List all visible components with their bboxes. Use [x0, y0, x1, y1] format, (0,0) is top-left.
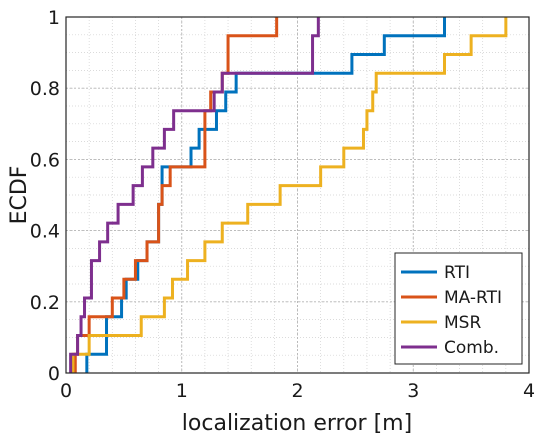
legend-label: Comb.: [444, 338, 499, 358]
y-tick-labels: 0 0.2 0.4 0.6 0.8 1: [30, 7, 60, 385]
y-tick-label: 1: [48, 7, 60, 29]
plot-frame: [65, 16, 530, 374]
legend-label: MA-RTI: [444, 288, 502, 308]
legend: RTI MA-RTI MSR Comb.: [394, 252, 523, 365]
x-tick-labels: 0 1 2 3 4: [60, 380, 535, 402]
x-axis-label: localization error [m]: [182, 411, 412, 436]
y-axis-label: ECDF: [7, 166, 32, 225]
series-line-comb-: [69, 17, 320, 373]
x-tick-label: 0: [60, 380, 72, 402]
x-tick-label: 2: [291, 380, 303, 402]
x-tick-label: 1: [176, 380, 188, 402]
y-tick-label: 0.6: [30, 149, 60, 171]
legend-label: RTI: [444, 263, 470, 283]
legend-label: MSR: [444, 313, 481, 333]
y-tick-label: 0: [48, 363, 60, 385]
x-tick-label: 3: [407, 380, 419, 402]
series-layer: [69, 17, 508, 373]
x-tick-label: 4: [523, 380, 535, 402]
y-tick-label: 0.2: [30, 292, 60, 314]
y-tick-label: 0.4: [30, 221, 60, 243]
series-line-msr: [71, 17, 508, 373]
y-tick-label: 0.8: [30, 78, 60, 100]
